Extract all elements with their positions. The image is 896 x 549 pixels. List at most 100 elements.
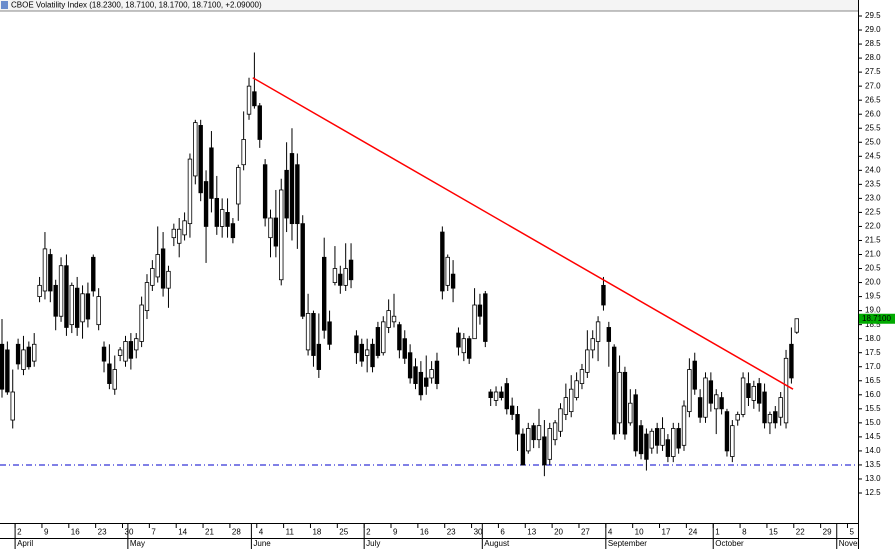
y-tick-label: 28.5 xyxy=(865,39,881,48)
candle-body xyxy=(391,315,397,323)
x-tick-label: 10 xyxy=(635,528,644,537)
candle-body xyxy=(434,360,440,384)
candle-body xyxy=(499,391,504,398)
candle-body xyxy=(214,197,219,227)
candle-body xyxy=(230,223,236,239)
x-tick-label: 27 xyxy=(581,528,590,537)
candle-body xyxy=(552,422,558,441)
candle-body xyxy=(305,313,311,351)
candle-body xyxy=(112,369,117,390)
candle-body xyxy=(783,357,789,424)
candle-body xyxy=(472,304,477,340)
candle-body xyxy=(21,349,26,370)
candle-body xyxy=(413,366,418,384)
month-label: October xyxy=(715,539,744,548)
x-tick-label: 30 xyxy=(125,528,134,537)
candle-body xyxy=(257,105,262,140)
y-tick-label: 29.0 xyxy=(865,25,881,34)
x-tick-label: 17 xyxy=(662,528,671,537)
chart-title: CBOE Volatility Index (18.2300, 18.7100,… xyxy=(11,1,262,10)
candle-body xyxy=(166,270,171,289)
candle-body xyxy=(91,256,96,292)
y-tick-label: 12.5 xyxy=(865,488,881,497)
candle-body xyxy=(150,268,155,286)
candle-body xyxy=(461,338,467,354)
candle-body xyxy=(429,369,434,379)
y-tick-label: 26.5 xyxy=(865,95,881,104)
candle-body xyxy=(547,428,552,460)
candle-body xyxy=(520,433,526,466)
month-label: May xyxy=(130,539,145,548)
y-tick-label: 14.0 xyxy=(865,446,881,455)
candle-body xyxy=(767,414,773,424)
last-price-tag xyxy=(859,313,895,324)
candle-body xyxy=(375,327,381,356)
candle-body xyxy=(273,217,279,247)
x-tick-label: 11 xyxy=(286,528,295,537)
candle-body xyxy=(574,380,579,399)
y-tick-label: 16.5 xyxy=(865,376,881,385)
x-tick-label: 30 xyxy=(474,528,483,537)
x-tick-label: 16 xyxy=(420,528,429,537)
candle-body xyxy=(531,425,536,441)
candle-body xyxy=(789,343,794,379)
candle-body xyxy=(681,405,687,446)
candle-body xyxy=(343,268,348,286)
x-axis: 2 9 16 23 30 7 14 21 28 4 11 18 25 2 9 16 23 30 6 13 20 27 4 10… xyxy=(14,524,876,549)
candle-body xyxy=(762,391,767,424)
x-tick-label: 2 xyxy=(17,528,22,537)
candle-body xyxy=(198,125,203,194)
candle-body xyxy=(64,265,69,328)
x-tick-label: 1 xyxy=(715,528,720,537)
candle-body xyxy=(504,383,509,410)
candle-body xyxy=(617,371,622,424)
candle-body xyxy=(96,296,101,326)
candle-body xyxy=(123,341,128,362)
month-label: August xyxy=(484,539,510,548)
candle-body xyxy=(225,212,230,227)
candle-body xyxy=(295,164,300,225)
candle-body xyxy=(139,304,144,342)
candle-body xyxy=(714,394,719,410)
candle-body xyxy=(633,394,638,452)
candle-body xyxy=(719,397,724,410)
candle-body xyxy=(735,414,740,421)
candle-body xyxy=(654,428,660,446)
candle-body xyxy=(327,321,332,345)
candle-body xyxy=(128,341,134,359)
candle-body xyxy=(703,377,708,418)
candle-body xyxy=(579,369,585,384)
candle-body xyxy=(660,428,665,446)
candle-body xyxy=(687,369,692,413)
y-tick-label: 15.0 xyxy=(865,418,881,427)
candle-body xyxy=(692,360,697,390)
x-tick-label: 21 xyxy=(205,528,214,537)
candle-body xyxy=(515,414,520,435)
candle-body xyxy=(590,338,595,351)
x-tick-label: 4 xyxy=(259,528,264,537)
x-tick-label: 2 xyxy=(366,528,371,537)
y-tick-label: 18.0 xyxy=(865,334,881,343)
candle-body xyxy=(117,349,123,356)
candle-body xyxy=(262,164,268,219)
candle-body xyxy=(671,428,676,457)
x-tick-label: 9 xyxy=(44,528,49,537)
candle-body xyxy=(15,343,21,365)
candle-body xyxy=(187,158,193,225)
candle-body xyxy=(595,321,601,342)
candle-body xyxy=(193,122,198,177)
candle-body xyxy=(601,284,606,306)
candle-body xyxy=(37,284,42,297)
y-tick-label: 18.5 xyxy=(865,320,881,329)
month-label: June xyxy=(253,539,271,548)
candle-body xyxy=(509,405,515,415)
x-tick-label: 22 xyxy=(796,528,805,537)
y-tick-label: 22.5 xyxy=(865,208,881,217)
x-tick-label: 23 xyxy=(98,528,107,537)
title-bar xyxy=(0,0,858,11)
y-tick-label: 25.0 xyxy=(865,137,881,146)
y-tick-label: 26.0 xyxy=(865,109,881,118)
y-tick-label: 15.5 xyxy=(865,404,881,413)
candle-body xyxy=(26,346,32,368)
x-tick-label: 13 xyxy=(527,528,536,537)
